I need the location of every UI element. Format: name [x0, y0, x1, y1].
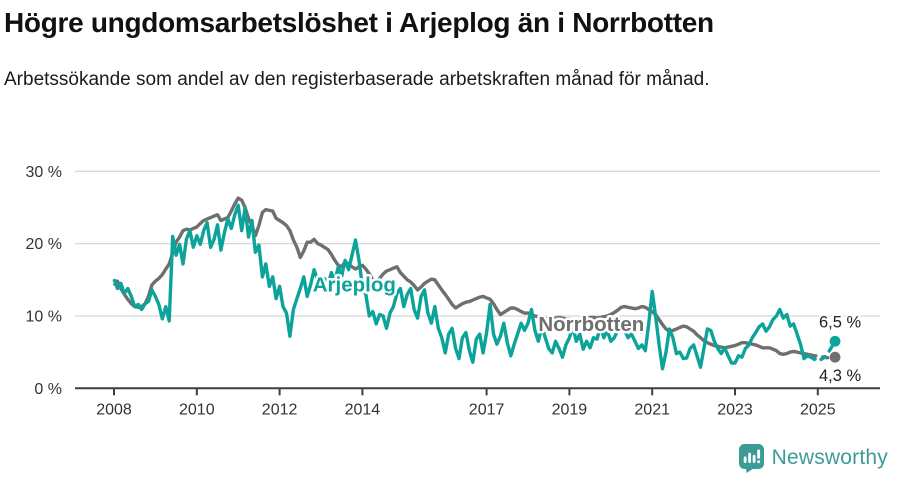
y-axis-label: 20 % [26, 236, 62, 253]
x-axis-label: 2019 [552, 401, 588, 418]
end-point-marker [829, 335, 841, 347]
x-axis-label: 2010 [179, 401, 215, 418]
newsworthy-brand-text: Newsworthy [771, 446, 888, 469]
x-axis-label: 2023 [717, 401, 753, 418]
series-label: Norrbotten [538, 313, 644, 336]
end-point-marker [829, 351, 841, 363]
x-axis-label: 2008 [96, 401, 132, 418]
end-value-label: 6,5 % [819, 313, 862, 331]
x-axis-label: 2014 [345, 401, 381, 418]
x-axis-label: 2021 [634, 401, 670, 418]
y-axis-label: 0 % [34, 381, 62, 398]
series-line-norrbotten [112, 196, 812, 357]
series-label: Arjeplog [313, 273, 396, 296]
x-axis-label: 2012 [262, 401, 298, 418]
newsworthy-logo[interactable]: Newsworthy [738, 443, 888, 473]
x-axis-label: 2017 [469, 401, 505, 418]
end-value-label: 4,3 % [819, 367, 862, 385]
x-axis-label: 2025 [800, 401, 836, 418]
series-line-arjeplog [112, 203, 812, 371]
chart-subtitle: Arbetssökande som andel av den registerb… [4, 68, 710, 90]
y-axis-label: 10 % [26, 308, 62, 325]
chart-title: Högre ungdomsarbetslöshet i Arjeplog än … [4, 7, 714, 38]
newsworthy-icon [738, 444, 764, 473]
unemployment-line-chart: 0 % 10 % 20 % 30 % 2008 2010 2012 2014 2017 2019 2… [26, 164, 880, 418]
chart-card: Högre ungdomsarbetslöshet i Arjeplog än … [0, 6, 900, 480]
series-line-arjeplog-preliminary-dashed [809, 339, 837, 362]
y-axis-label: 30 % [26, 164, 62, 181]
